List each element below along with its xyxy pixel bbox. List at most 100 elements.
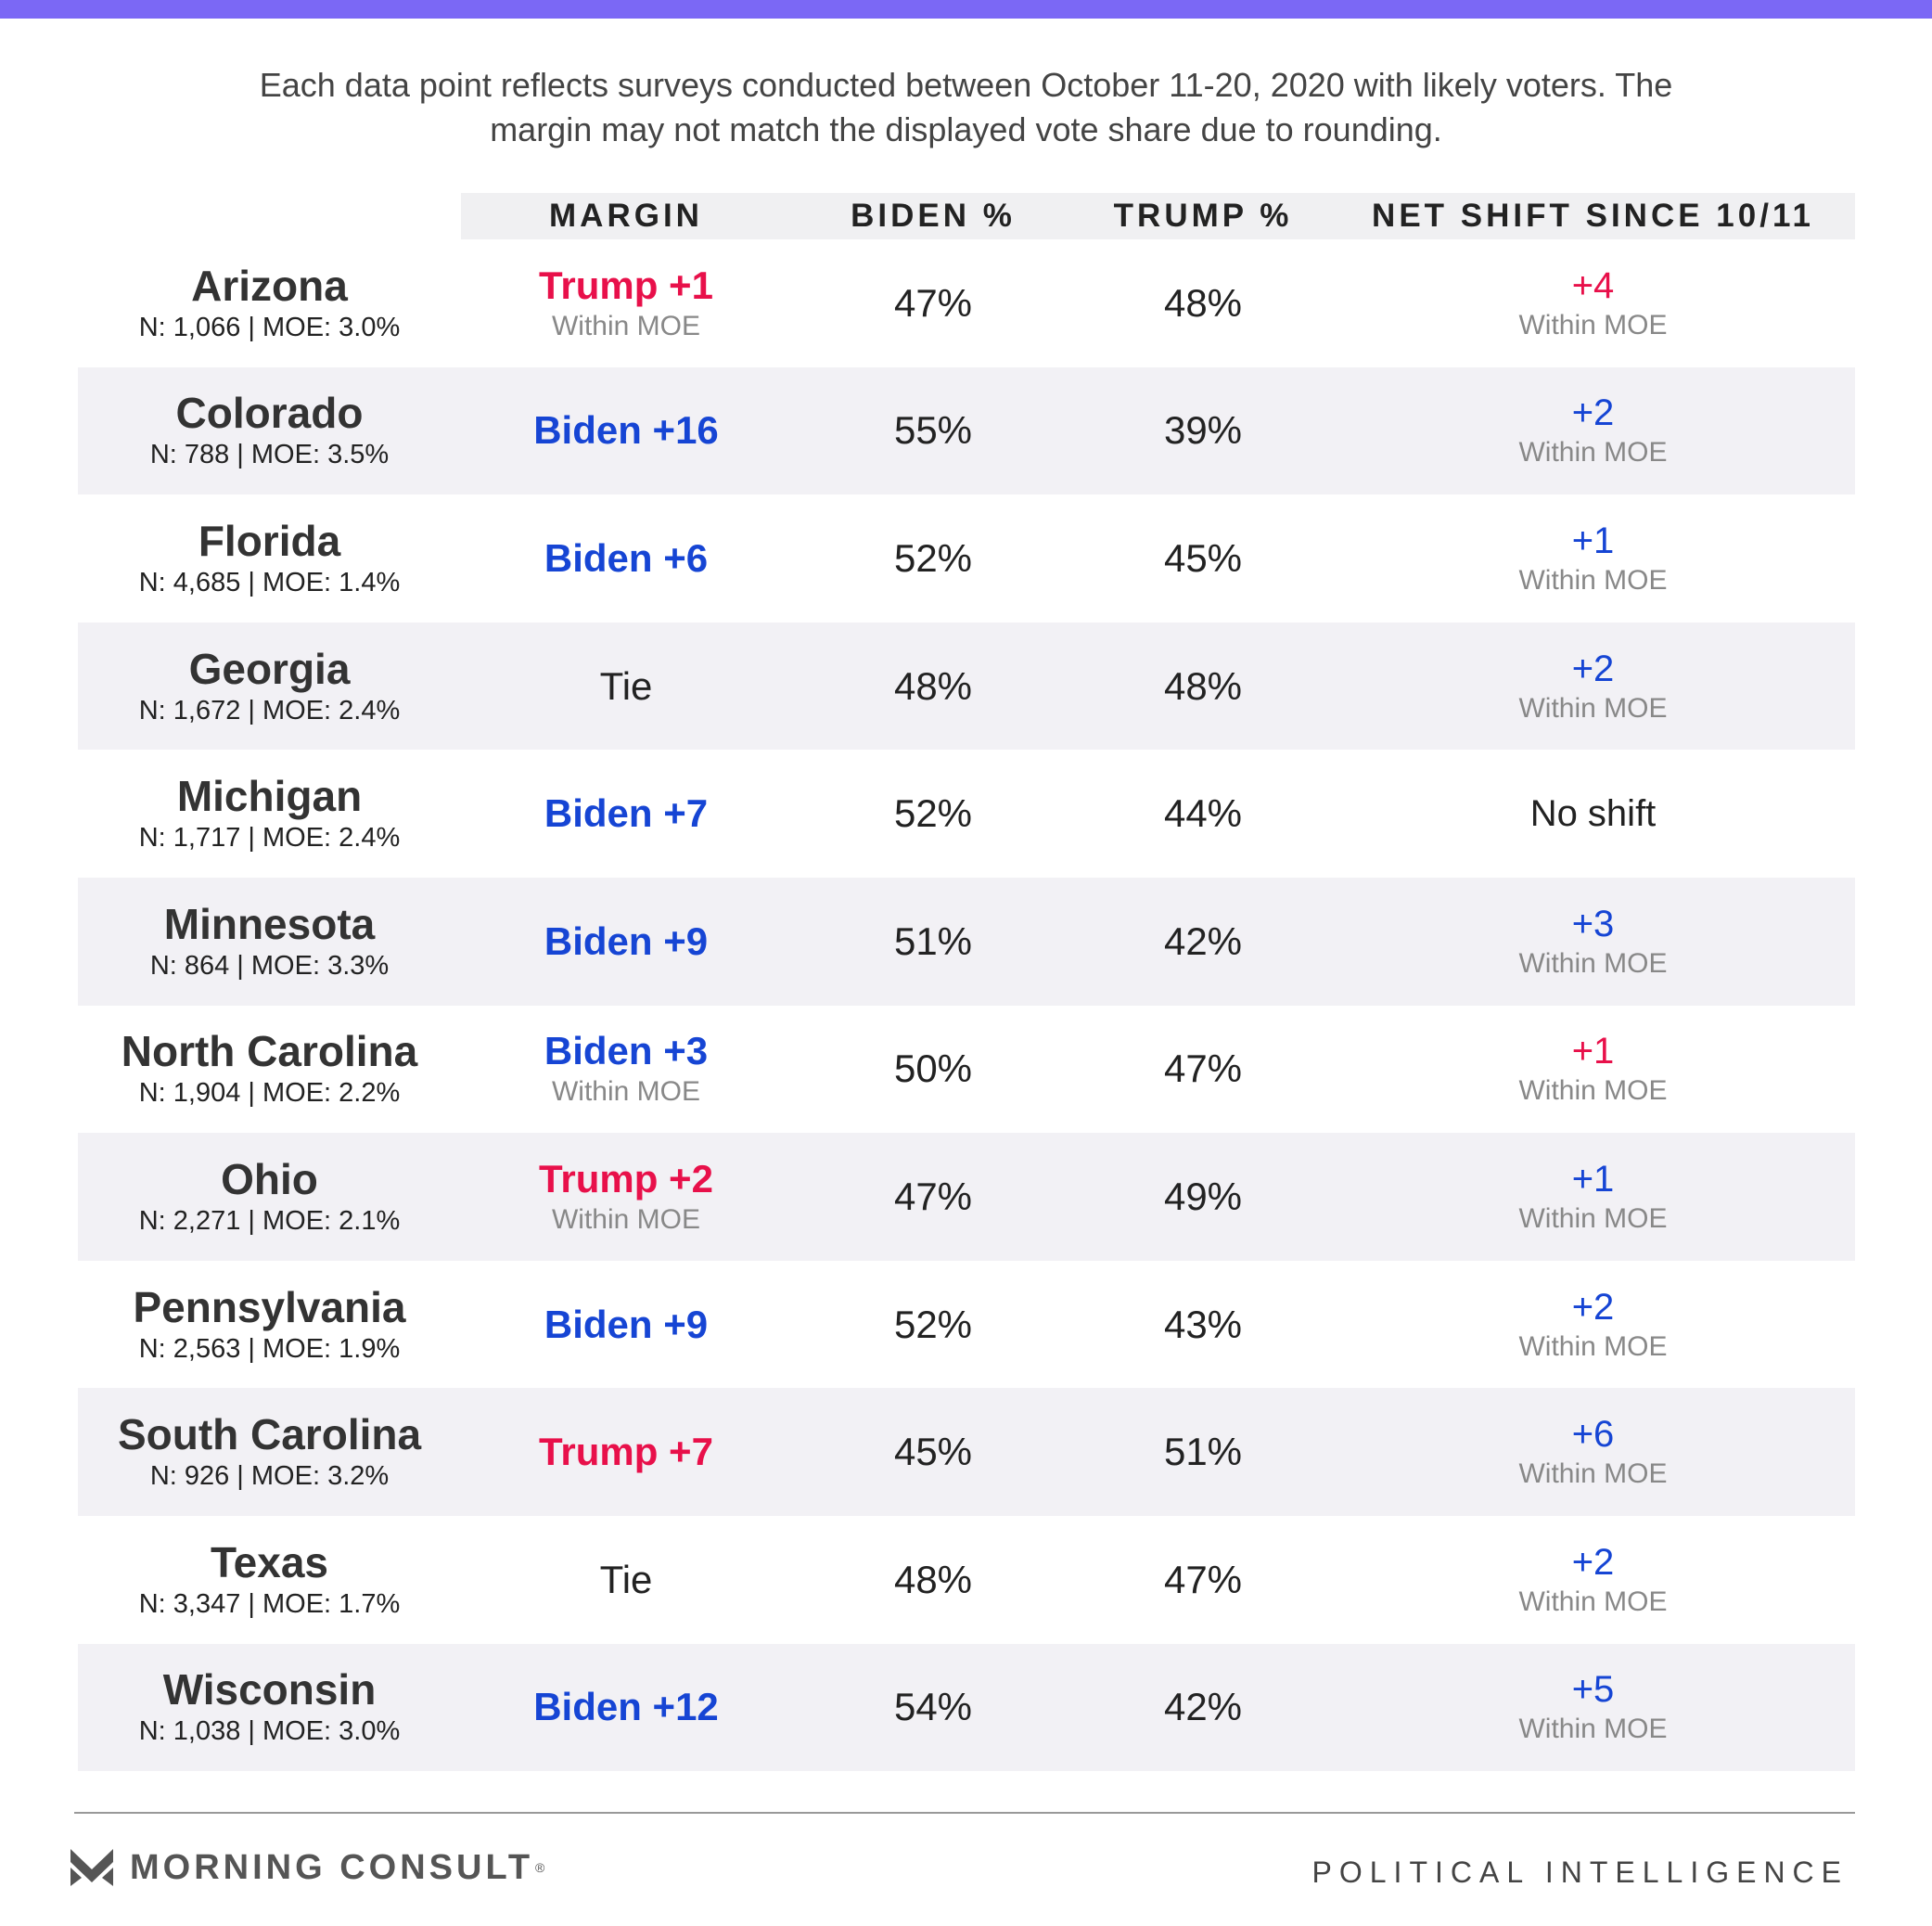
biden-cell: 52% (791, 494, 1075, 623)
trump-percent: 45% (1163, 535, 1243, 580)
net-shift-note: Within MOE (1518, 692, 1668, 724)
column-header-margin: MARGIN (549, 198, 703, 234)
trump-cell: 43% (1075, 1261, 1331, 1389)
trump-percent: 51% (1163, 1430, 1243, 1474)
state-cell: Colorado N: 788 | MOE: 3.5% (78, 367, 461, 495)
margin-cell: Tie (461, 1516, 791, 1644)
biden-percent: 52% (893, 1302, 973, 1346)
trump-cell: 48% (1075, 239, 1331, 367)
net-shift-value: +1 (1571, 1031, 1615, 1072)
margin-value: Tie (599, 1557, 653, 1601)
state-sample-info: N: 1,672 | MOE: 2.4% (138, 695, 401, 725)
table-header: MARGIN BIDEN % TRUMP % NET SHIFT SINCE 1… (78, 193, 1855, 239)
net-shift-value: No shift (1529, 793, 1657, 835)
net-shift-cell: +4 Within MOE (1331, 239, 1855, 367)
margin-cell: Trump +1 Within MOE (461, 239, 791, 367)
net-shift-cell: +2 Within MOE (1331, 1516, 1855, 1644)
biden-percent: 54% (893, 1685, 973, 1729)
biden-percent: 47% (893, 280, 973, 325)
trump-cell: 39% (1075, 367, 1331, 495)
margin-note: Within MOE (551, 1203, 701, 1235)
state-name: South Carolina (117, 1410, 422, 1459)
state-name: Colorado (175, 389, 364, 438)
margin-cell: Biden +6 (461, 494, 791, 623)
biden-percent: 48% (893, 1557, 973, 1601)
net-shift-cell: +2 Within MOE (1331, 1261, 1855, 1389)
state-sample-info: N: 864 | MOE: 3.3% (149, 950, 390, 981)
margin-value: Biden +9 (544, 918, 709, 963)
trump-percent: 42% (1163, 918, 1243, 963)
net-shift-value: +1 (1571, 520, 1615, 561)
table-row: Texas N: 3,347 | MOE: 1.7% Tie 48% 47% +2 With… (78, 1516, 1855, 1644)
biden-cell: 55% (791, 367, 1075, 495)
state-cell: Michigan N: 1,717 | MOE: 2.4% (78, 750, 461, 878)
state-cell: Florida N: 4,685 | MOE: 1.4% (78, 494, 461, 623)
biden-cell: 52% (791, 1261, 1075, 1389)
net-shift-cell: +5 Within MOE (1331, 1644, 1855, 1772)
margin-value: Biden +16 (533, 408, 719, 453)
margin-cell: Biden +16 (461, 367, 791, 495)
trump-percent: 49% (1163, 1174, 1243, 1218)
subtitle-line-1: Each data point reflects surveys conduct… (259, 66, 1673, 104)
biden-percent: 50% (893, 1046, 973, 1091)
table-row: Ohio N: 2,271 | MOE: 2.1% Trump +2 Within M… (78, 1133, 1855, 1261)
state-name: Michigan (176, 772, 363, 821)
margin-note: Within MOE (551, 1076, 701, 1108)
table-header-background (461, 193, 1855, 239)
state-sample-info: N: 1,066 | MOE: 3.0% (138, 312, 401, 342)
net-shift-cell: +1 Within MOE (1331, 1006, 1855, 1134)
column-header-net-shift: NET SHIFT SINCE 10/11 (1372, 198, 1814, 234)
state-name: Arizona (191, 261, 348, 310)
margin-value: Biden +6 (544, 535, 709, 580)
biden-cell: 54% (791, 1644, 1075, 1772)
table-row: Minnesota N: 864 | MOE: 3.3% Biden +9 51% 42… (78, 877, 1855, 1006)
biden-percent: 52% (893, 535, 973, 580)
state-cell: Ohio N: 2,271 | MOE: 2.1% (78, 1133, 461, 1261)
net-shift-value: +2 (1571, 1541, 1615, 1583)
trump-cell: 48% (1075, 623, 1331, 751)
net-shift-note: Within MOE (1518, 1330, 1668, 1362)
margin-value: Biden +3 (544, 1029, 709, 1073)
net-shift-value: +2 (1571, 1286, 1615, 1328)
state-sample-info: N: 2,271 | MOE: 2.1% (138, 1205, 401, 1236)
margin-value: Biden +9 (544, 1302, 709, 1346)
trump-percent: 48% (1163, 280, 1243, 325)
trump-percent: 39% (1163, 408, 1243, 453)
net-shift-value: +2 (1571, 648, 1615, 689)
biden-percent: 47% (893, 1174, 973, 1218)
table-body: Arizona N: 1,066 | MOE: 3.0% Trump +1 Withi… (78, 239, 1855, 1772)
biden-percent: 55% (893, 408, 973, 453)
state-sample-info: N: 926 | MOE: 3.2% (149, 1461, 390, 1492)
net-shift-value: +1 (1571, 1158, 1615, 1200)
trump-cell: 42% (1075, 1644, 1331, 1772)
margin-value: Biden +7 (544, 791, 709, 836)
subtitle-line-2: margin may not match the displayed vote … (490, 110, 1442, 148)
net-shift-cell: +2 Within MOE (1331, 367, 1855, 495)
morning-consult-logo: MORNING CONSULT ® (70, 1846, 544, 1889)
state-name: Texas (210, 1537, 329, 1586)
biden-percent: 45% (893, 1430, 973, 1474)
margin-cell: Biden +3 Within MOE (461, 1006, 791, 1134)
trump-cell: 47% (1075, 1516, 1331, 1644)
trump-cell: 47% (1075, 1006, 1331, 1134)
net-shift-value: +4 (1571, 264, 1615, 306)
column-header-biden: BIDEN % (851, 198, 1016, 234)
trump-percent: 48% (1163, 663, 1243, 708)
table-row: South Carolina N: 926 | MOE: 3.2% Trump +7… (78, 1388, 1855, 1516)
net-shift-cell: No shift (1331, 750, 1855, 878)
state-sample-info: N: 4,685 | MOE: 1.4% (138, 567, 401, 597)
state-name: Ohio (221, 1154, 318, 1203)
net-shift-value: +3 (1571, 903, 1615, 944)
net-shift-note: Within MOE (1518, 1714, 1668, 1745)
biden-cell: 48% (791, 1516, 1075, 1644)
biden-cell: 52% (791, 750, 1075, 878)
net-shift-note: Within MOE (1518, 1202, 1668, 1234)
net-shift-note: Within MOE (1518, 437, 1668, 469)
state-name: Minnesota (163, 899, 376, 948)
trump-cell: 51% (1075, 1388, 1331, 1516)
state-cell: North Carolina N: 1,904 | MOE: 2.2% (78, 1006, 461, 1134)
margin-value: Biden +12 (533, 1685, 719, 1729)
state-sample-info: N: 3,347 | MOE: 1.7% (138, 1588, 401, 1619)
poll-table: MARGIN BIDEN % TRUMP % NET SHIFT SINCE 1… (78, 193, 1855, 1772)
morning-consult-m-icon (70, 1849, 113, 1886)
